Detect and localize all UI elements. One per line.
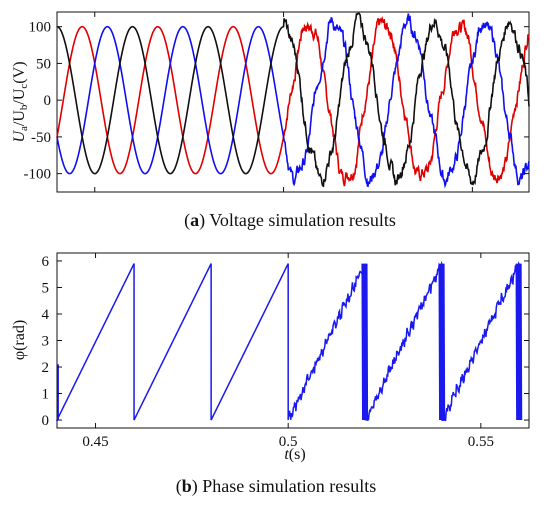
caption-phase-label: b [182, 476, 192, 496]
voltage-y-axis: 100 50 0 -50 -100 [24, 20, 529, 183]
phase-y-tick-label: 2 [42, 360, 50, 376]
caption-voltage-text: Voltage simulation results [209, 210, 396, 230]
voltage-y-tick-label: -100 [24, 167, 52, 183]
phase-series-line [55, 260, 523, 422]
phase-y-tick-label: 5 [42, 280, 50, 296]
phase-y-tick-label: 6 [42, 254, 50, 270]
voltage-y-tick-label: 100 [29, 20, 52, 36]
voltage-y-axis-label: Ua/Ub/Uc(V) [11, 61, 30, 142]
caption-phase: (b) Phase simulation results [176, 476, 377, 497]
caption-voltage: (a) Voltage simulation results [184, 210, 396, 231]
phase-series-group [55, 260, 523, 422]
plot-frame-phase [56, 252, 530, 429]
caption-phase-text: Phase simulation results [202, 476, 376, 496]
phase-x-tick-label: 0.45 [82, 434, 108, 450]
phase-y-tick-label: 4 [42, 307, 50, 323]
voltage-x-axis [94, 12, 473, 192]
phase-y-axis: 0 1 2 3 4 5 6 [42, 254, 529, 429]
xlabel-unit: (s) [289, 446, 306, 463]
ylabel-unit: (V) [11, 61, 28, 83]
ylabel-sub-a: a [18, 126, 30, 131]
voltage-series-line [56, 15, 530, 187]
phase-y-tick-label: 0 [42, 413, 50, 429]
voltage-y-tick-label: -50 [31, 130, 51, 146]
plot-frame-voltage [56, 11, 530, 193]
phase-y-axis-label: φ(rad) [11, 320, 28, 360]
phase-y-tick-label: 3 [42, 334, 50, 350]
ylabel-sub-c: c [18, 84, 30, 89]
ylabel-u1: U [11, 130, 28, 143]
voltage-series-line [56, 13, 530, 189]
phase-x-axis-label: t(s) [284, 446, 305, 463]
panel-phase: 0 1 2 3 4 5 6 0.45 0.5 0.55 φ(rad) t(s) (b) Phas… [11, 252, 530, 497]
caption-voltage-label: a [190, 210, 199, 230]
ylabel-sub-b: b [18, 104, 30, 110]
ylabel-u2: /U [11, 110, 28, 126]
phase-x-tick-label: 0.55 [468, 434, 494, 450]
phase-x-tick-label: 0.5 [279, 434, 298, 450]
phase-x-axis: 0.45 0.5 0.55 [82, 253, 494, 450]
phase-y-tick-label: 1 [42, 387, 50, 403]
voltage-y-tick-label: 50 [36, 56, 51, 72]
xlabel-t: t [284, 446, 289, 463]
voltage-series-group [56, 12, 530, 189]
voltage-y-tick-label: 0 [44, 93, 52, 109]
ylabel-u3: /U [11, 88, 28, 104]
voltage-series-line [56, 12, 530, 188]
